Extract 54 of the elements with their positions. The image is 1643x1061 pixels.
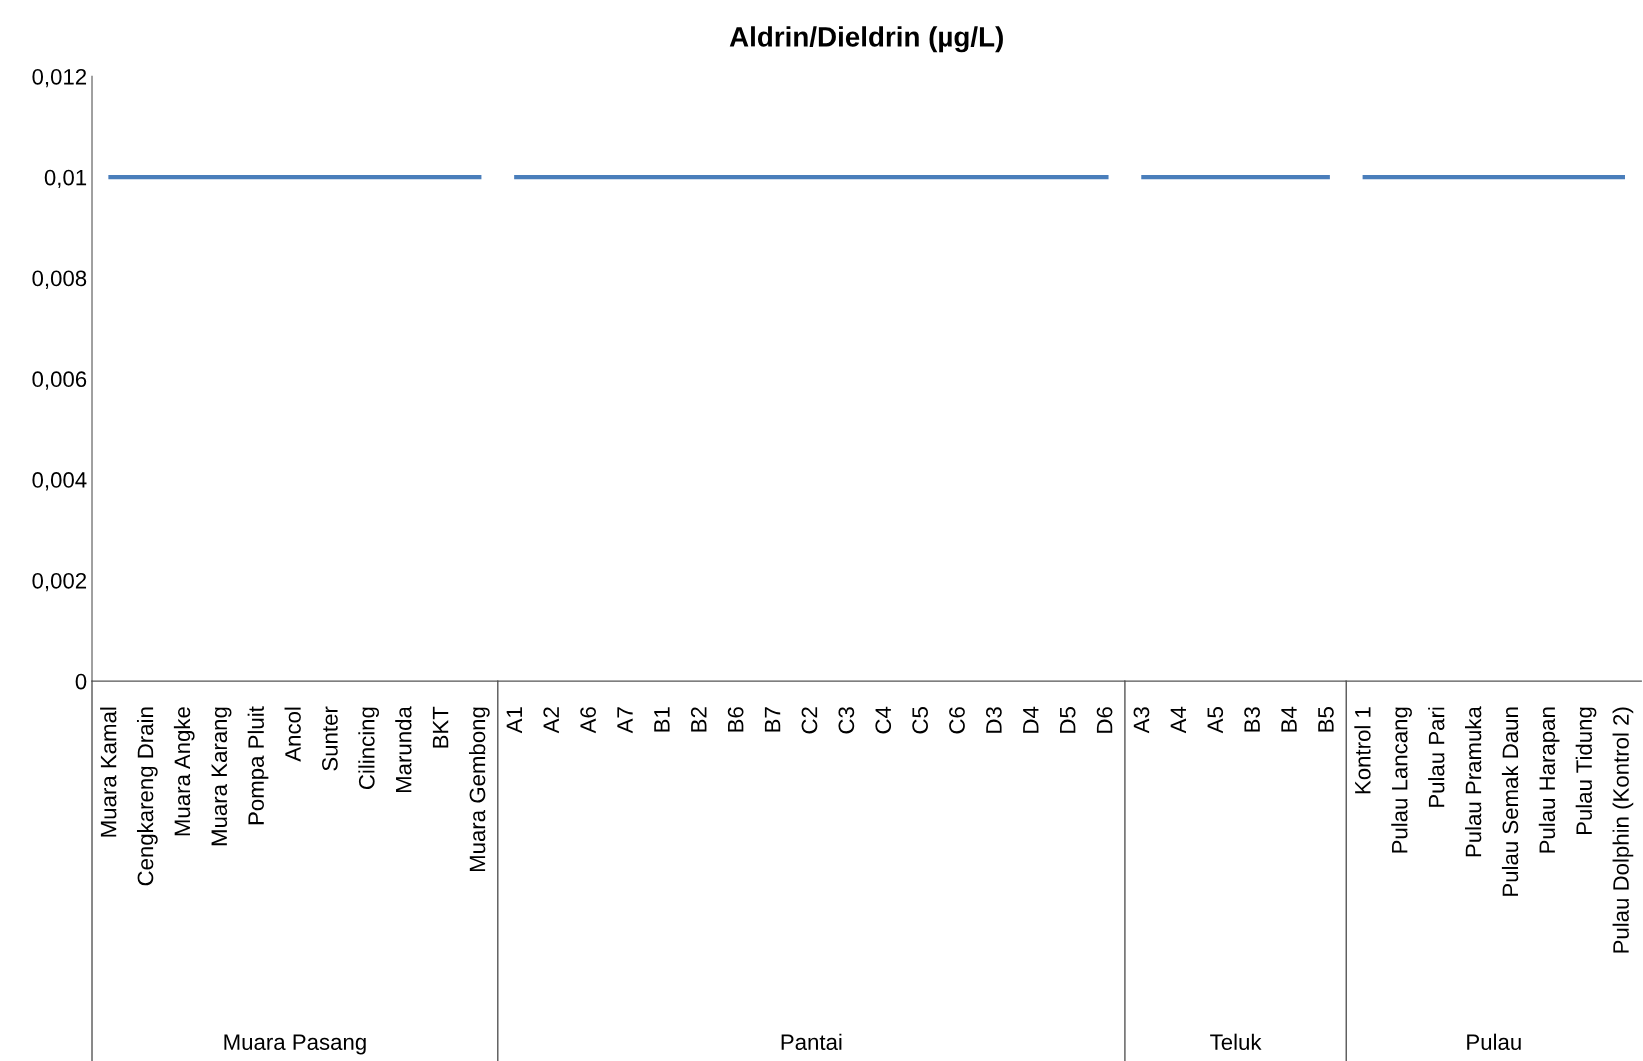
- x-tick-label: Pulau Pramuka: [1465, 706, 1482, 857]
- x-tick-label: B4: [1281, 706, 1297, 732]
- x-tick-label: D6: [1096, 707, 1113, 733]
- x-tick-label: C6: [949, 707, 965, 734]
- x-tick-label: B6: [727, 707, 744, 732]
- x-tick-label: C3: [838, 707, 855, 734]
- y-tick-label: 0,002: [32, 572, 87, 592]
- x-tick-label: B5: [1318, 707, 1334, 732]
- y-tick-label: 0: [75, 673, 87, 690]
- x-tick-label: C4: [875, 706, 892, 734]
- x-tick-label: Kontrol 1: [1354, 707, 1371, 794]
- x-tick-label: Pulau Tidung: [1575, 707, 1597, 835]
- x-tick-label: A2: [543, 707, 559, 734]
- x-tick-label: Pompa Pluit: [247, 706, 269, 825]
- x-axis-title: Pulau: [1467, 1033, 1521, 1050]
- x-axis-title: Muara Pasang: [224, 1034, 366, 1055]
- x-tick-label: Pulau Pari: [1428, 707, 1445, 807]
- x-tick-label: A5: [1207, 707, 1224, 734]
- x-tick-label: Pulau Harapan: [1538, 707, 1560, 853]
- x-tick-label: Muara Karang: [211, 707, 232, 846]
- x-tick-label: A6: [580, 707, 596, 734]
- x-tick-label: A3: [1133, 707, 1150, 734]
- chart-title: Aldrin/Dieldrin (µg/L): [729, 26, 1003, 53]
- x-tick-label: Muara Kamal: [100, 707, 117, 837]
- x-tick-label: Pulau Lancang: [1391, 707, 1412, 853]
- x-tick-label: Pulau Dolphin (Kontrol 2): [1612, 707, 1634, 953]
- x-tick-label: B1: [654, 707, 670, 732]
- x-tick-label: C5: [912, 707, 928, 734]
- x-tick-label: A7: [617, 707, 633, 734]
- x-tick-label: Pulau Semak Daun: [1501, 707, 1519, 896]
- y-tick-label: 0,006: [32, 371, 87, 390]
- x-axis-title: Pantai: [781, 1033, 842, 1050]
- y-tick-label: 0,008: [32, 270, 87, 289]
- x-axis-title: Teluk: [1210, 1033, 1262, 1050]
- x-tick-label: A4: [1170, 706, 1186, 734]
- x-tick-label: Marunda: [395, 706, 412, 793]
- x-tick-label: C2: [801, 707, 818, 734]
- x-tick-label: Muara Angke: [173, 707, 195, 836]
- x-tick-label: Muara Gembong: [468, 707, 490, 872]
- x-tick-label: Ancol: [284, 707, 301, 762]
- x-tick-label: B7: [764, 707, 781, 732]
- x-tick-label: B3: [1244, 707, 1260, 732]
- y-tick-label: 0,01: [44, 169, 87, 189]
- x-tick-label: B2: [690, 707, 707, 732]
- x-tick-label: D4: [1023, 706, 1039, 733]
- y-tick-label: 0,004: [32, 472, 87, 491]
- x-tick-label: Sunter: [322, 706, 338, 771]
- x-tick-label: Cengkareng Drain: [136, 707, 158, 886]
- x-tick-label: A1: [506, 707, 522, 734]
- x-tick-label: Cilincing: [358, 707, 380, 790]
- x-tick-label: D5: [1060, 707, 1076, 733]
- x-tick-label: D3: [986, 707, 1002, 733]
- x-tick-label: BKT: [432, 706, 449, 748]
- y-tick-label: 0,012: [32, 68, 87, 88]
